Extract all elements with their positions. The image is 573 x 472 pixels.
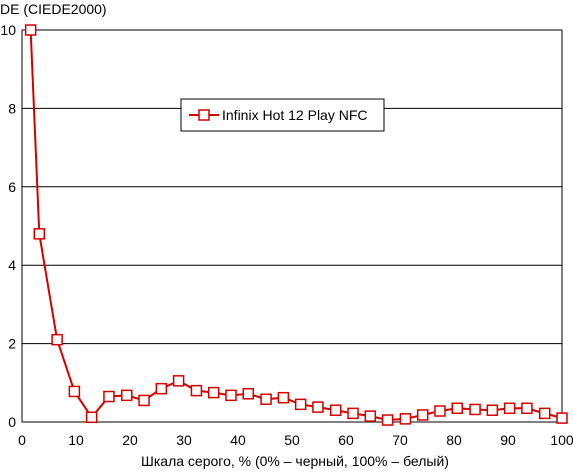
gridlines — [22, 29, 562, 345]
data-point — [556, 412, 568, 424]
data-point — [260, 393, 272, 406]
data-point — [103, 390, 115, 403]
legend-label: Infinix Hot 12 Play NFC — [222, 107, 368, 123]
data-point — [416, 409, 429, 421]
y-tick-label-4: 4 — [8, 257, 16, 273]
y-tick-labels: 0 2 4 6 8 10 — [0, 22, 16, 430]
data-point — [33, 228, 46, 240]
data-point — [51, 333, 63, 346]
y-tick-label-8: 8 — [8, 100, 16, 116]
series-line-0 — [29, 29, 563, 422]
y-tick-label-0: 0 — [8, 414, 16, 430]
data-point — [207, 386, 220, 399]
x-tick-label-40: 40 — [230, 432, 246, 448]
y-tick-label-2: 2 — [8, 336, 16, 352]
data-point — [451, 402, 463, 415]
data-point — [225, 389, 237, 402]
legend: Infinix Hot 12 Play NFC — [180, 98, 385, 132]
x-tick-label-30: 30 — [176, 432, 192, 448]
data-point — [277, 391, 290, 404]
x-tick-labels: 0 10 20 30 40 50 60 70 80 90 100 — [18, 432, 573, 448]
plot-area — [21, 30, 563, 423]
data-point — [329, 404, 342, 416]
data-point — [486, 404, 499, 416]
legend-marker — [198, 109, 210, 121]
x-tick-label-90: 90 — [500, 432, 516, 448]
x-tick-label-20: 20 — [122, 432, 138, 448]
data-point — [364, 410, 377, 422]
x-axis-label: Шкала серого, % (0% – черный, 100% – бел… — [141, 453, 449, 469]
x-tick-label-0: 0 — [18, 432, 26, 448]
data-point — [538, 407, 551, 420]
data-point — [121, 389, 133, 402]
data-point — [347, 407, 359, 420]
y-tick-label-6: 6 — [8, 179, 16, 195]
x-tick-label-50: 50 — [284, 432, 300, 448]
data-point — [68, 385, 81, 398]
x-tick-label-60: 60 — [338, 432, 354, 448]
x-tick-label-70: 70 — [392, 432, 408, 448]
data-point — [155, 382, 168, 395]
data-point — [312, 401, 324, 413]
y-tick-label-10: 10 — [0, 22, 16, 38]
data-point — [294, 398, 307, 411]
x-tick-label-100: 100 — [550, 432, 573, 448]
y-axis-label: DE (CIEDE2000) — [0, 1, 107, 17]
x-tick-label-80: 80 — [446, 432, 462, 448]
data-point — [190, 384, 203, 397]
data-point — [24, 24, 37, 36]
data-point — [242, 388, 255, 400]
data-point — [381, 414, 394, 426]
data-point — [434, 405, 446, 417]
data-point — [172, 375, 185, 387]
data-point — [399, 413, 412, 425]
data-point — [469, 403, 481, 416]
data-point — [85, 411, 98, 424]
series-group — [24, 24, 568, 426]
data-point — [138, 394, 150, 407]
data-point — [503, 402, 516, 415]
x-tick-label-10: 10 — [68, 432, 84, 448]
data-point — [521, 402, 533, 415]
